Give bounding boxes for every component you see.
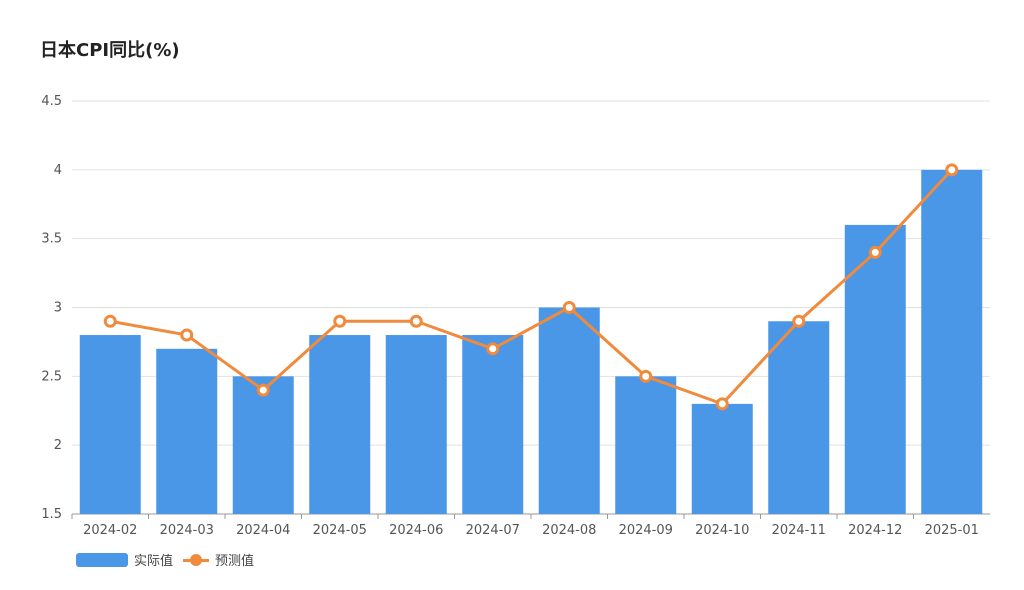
forecast-point — [868, 245, 882, 259]
bar — [462, 335, 524, 514]
x-tick-label: 2024-02 — [83, 523, 137, 538]
y-tick-label: 3 — [54, 301, 62, 316]
y-tick-label: 3.5 — [41, 232, 62, 247]
forecast-point — [409, 314, 423, 328]
y-tick-label: 4.5 — [41, 94, 62, 109]
bar — [921, 169, 983, 515]
x-tick-label: 2024-04 — [236, 523, 290, 538]
forecast-point — [486, 342, 500, 356]
forecast-point — [180, 328, 194, 342]
bar — [615, 376, 677, 514]
legend-swatch-forecast — [183, 553, 210, 567]
y-tick-label: 4 — [54, 163, 62, 178]
forecast-point — [792, 314, 806, 328]
bar — [768, 321, 830, 514]
forecast-point — [333, 314, 347, 328]
bar — [538, 307, 600, 514]
y-tick-label: 2 — [54, 438, 62, 453]
forecast-point — [715, 397, 729, 411]
x-tick-label: 2024-06 — [389, 523, 443, 538]
y-tick-label: 2.5 — [41, 369, 62, 384]
legend-item-actual[interactable]: 实际值 — [76, 550, 173, 569]
forecast-point — [562, 301, 576, 314]
x-tick-label: 2024-03 — [160, 523, 214, 538]
bar — [385, 335, 447, 514]
x-tick-label: 2024-12 — [848, 523, 902, 538]
x-tick-label: 2024-09 — [619, 523, 673, 538]
legend-label-actual: 实际值 — [134, 554, 174, 569]
legend-swatch-actual — [76, 552, 128, 567]
bar — [79, 335, 141, 514]
forecast-point — [256, 383, 270, 397]
chart-title: 日本CPI同比(%) — [40, 40, 180, 61]
x-tick-label: 2024-10 — [695, 523, 749, 538]
legend: 实际值 预测值 — [76, 550, 264, 569]
legend-label-forecast: 预测值 — [215, 554, 255, 569]
forecast-point — [639, 369, 653, 383]
y-tick-label: 1.5 — [41, 507, 62, 522]
forecast-line — [109, 168, 953, 406]
bar — [844, 224, 906, 514]
forecast-point — [945, 163, 959, 177]
x-tick-label: 2024-11 — [772, 523, 826, 538]
bar — [309, 335, 371, 514]
bar — [156, 348, 218, 514]
x-tick-label: 2024-05 — [313, 523, 367, 538]
bar — [691, 403, 753, 514]
x-tick-label: 2024-08 — [542, 523, 596, 538]
x-tick-label: 2025-01 — [925, 523, 979, 538]
x-tick-label: 2024-07 — [466, 523, 520, 538]
bar — [232, 376, 294, 514]
forecast-point — [103, 314, 117, 328]
legend-item-forecast[interactable]: 预测值 — [183, 550, 254, 569]
